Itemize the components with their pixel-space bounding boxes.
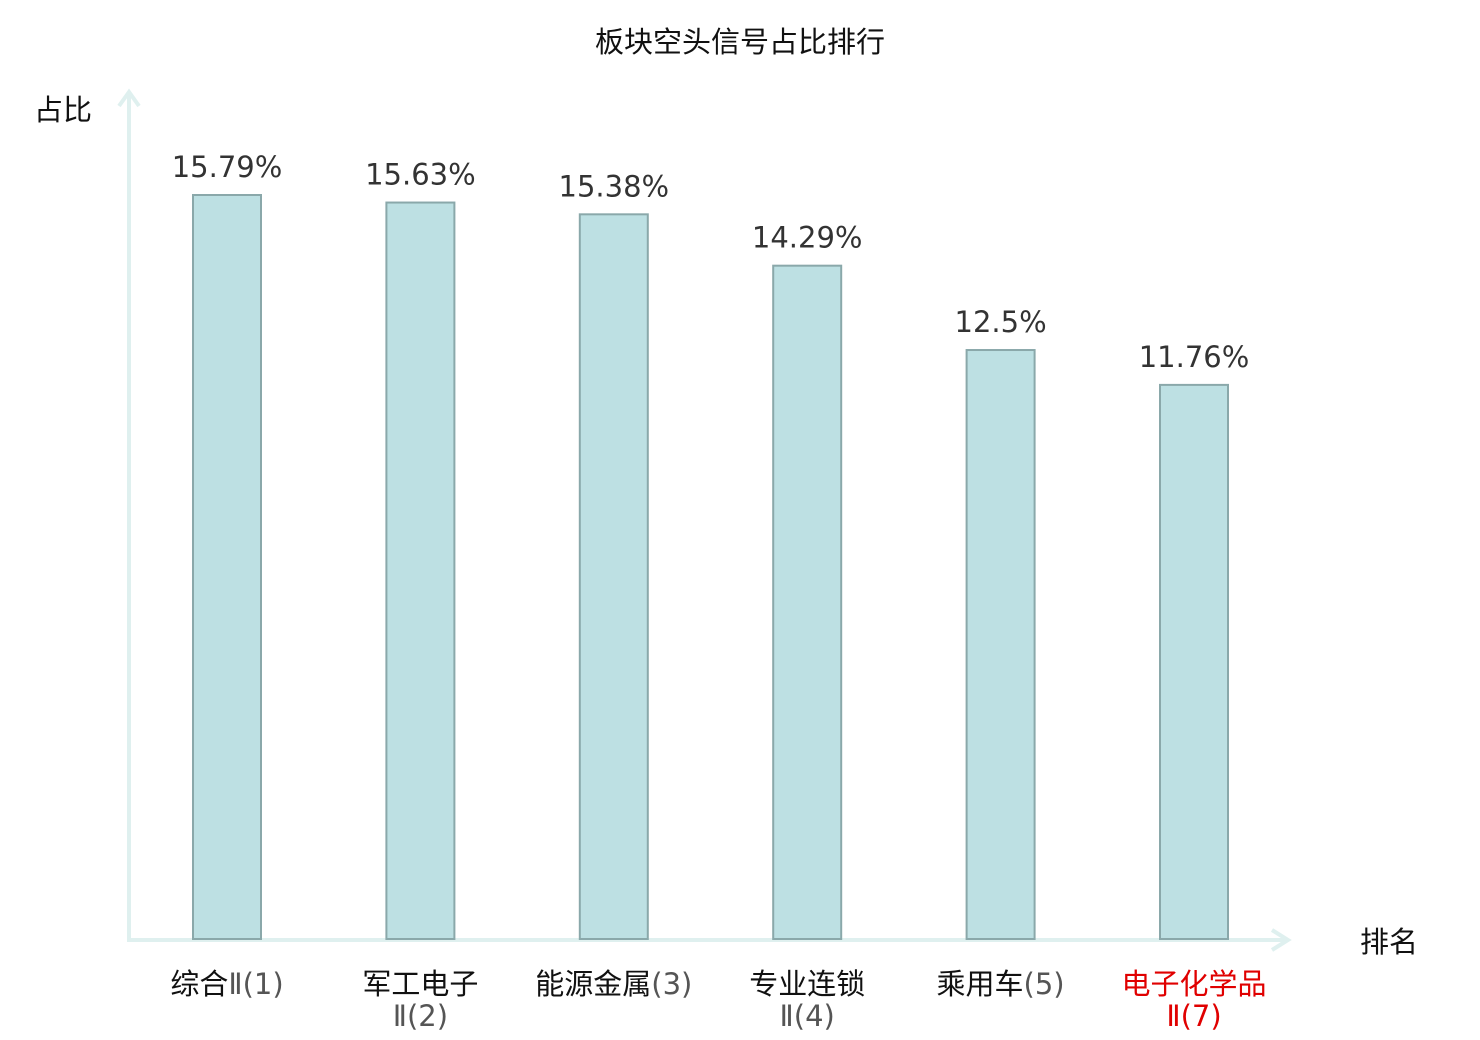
bar-6 — [1159, 383, 1229, 940]
category-suffix: Ⅱ(7) — [1166, 999, 1221, 1033]
category-text: 综合Ⅱ(1) — [170, 967, 283, 1001]
x-axis-arrow-icon — [1270, 928, 1292, 952]
category-text: 乘用车(5) — [937, 967, 1065, 1001]
bar-5 — [965, 349, 1036, 940]
category-label-3: 能源金属(3) — [535, 967, 692, 1001]
category-name: 能源金属 — [535, 967, 651, 1001]
chart-title: 板块空头信号占比排行 — [595, 25, 885, 59]
axes — [117, 88, 1292, 952]
category-label-1: 综合Ⅱ(1) — [170, 967, 283, 1001]
category-text: 能源金属(3) — [535, 967, 692, 1001]
category-name: 综合 — [170, 967, 228, 1001]
bar-1 — [192, 194, 262, 940]
bar-3 — [578, 213, 649, 941]
category-suffix: Ⅱ(2) — [393, 999, 448, 1033]
y-axis-arrow-icon — [117, 88, 141, 108]
y-axis-label: 占比 — [34, 93, 92, 127]
value-labels-group: 15.79% 15.63% 15.38% 14.29% 12.5% 11.76% — [172, 150, 1250, 374]
bars-group — [192, 194, 1229, 941]
category-suffix: (3) — [651, 967, 692, 1001]
category-name: 电子化学品 — [1121, 967, 1266, 1001]
value-label-1: 15.79% — [172, 150, 283, 184]
value-label-4: 14.29% — [752, 221, 863, 255]
bar-4 — [772, 264, 843, 940]
value-label-5: 12.5% — [955, 305, 1047, 339]
category-suffix: Ⅱ(1) — [228, 967, 283, 1001]
category-name: 乘用车 — [937, 967, 1024, 1001]
value-label-2: 15.63% — [365, 158, 476, 192]
category-label-5: 乘用车(5) — [937, 967, 1065, 1001]
x-axis-label: 排名 — [1360, 925, 1418, 959]
category-suffix: (5) — [1024, 967, 1065, 1001]
category-suffix: Ⅱ(4) — [780, 999, 835, 1033]
value-label-6: 11.76% — [1139, 340, 1250, 374]
value-label-3: 15.38% — [559, 169, 670, 203]
bar-2 — [385, 201, 456, 941]
category-name: 专业连锁 — [749, 967, 865, 1001]
category-name: 军工电子 — [362, 967, 478, 1001]
